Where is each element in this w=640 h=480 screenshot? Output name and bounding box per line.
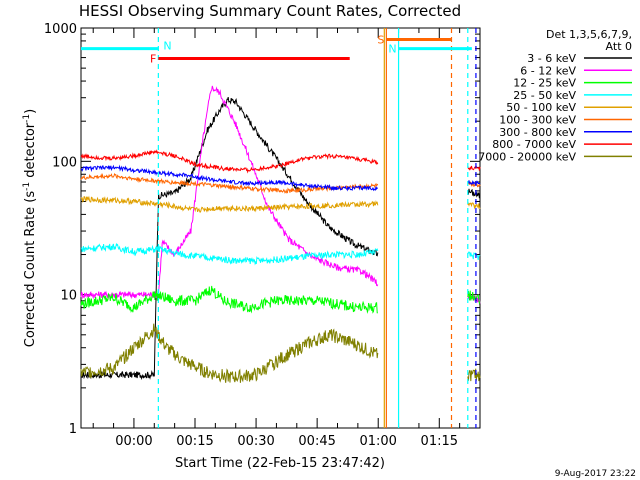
footer-date: 9-Aug-2017 23:22 xyxy=(555,469,636,479)
legend-label-4: 25 - 50 keV xyxy=(513,89,576,102)
series-6-12-kev xyxy=(80,85,379,300)
series-25-50-kev-segment-2 xyxy=(467,251,481,260)
interval-bar-label: S xyxy=(377,33,384,46)
series-3-6-kev-segment-2 xyxy=(467,188,481,199)
interval-bar-label: N xyxy=(163,40,171,53)
x-tick-label: 00:15 xyxy=(176,434,213,449)
x-tick-label: 00:00 xyxy=(115,434,152,449)
series-50-100-kev xyxy=(80,195,379,214)
x-tick-label: 01:15 xyxy=(421,434,458,449)
legend-label-8: 800 - 7000 keV xyxy=(492,138,576,151)
y-tick-label: 1 xyxy=(69,422,77,437)
plot-frame xyxy=(80,27,481,429)
chart-title: HESSI Observing Summary Count Rates, Cor… xyxy=(79,2,461,20)
legend-label-5: 50 - 100 keV xyxy=(506,101,576,114)
interval-bar-label: F xyxy=(150,53,156,66)
legend-header-line-1: Det 1,3,5,6,7,9, xyxy=(546,28,632,41)
legend-label-6: 100 - 300 keV xyxy=(499,114,576,127)
legend-header-line-2: Att 0 xyxy=(606,40,632,53)
series-300-800-kev-segment-2 xyxy=(467,179,481,187)
series-7000-20000-kev xyxy=(80,323,379,383)
legend-label-9: 7000 - 20000 keV xyxy=(478,150,576,163)
plot-area: 1 10 100 1000 00:00 00:15 00:30 00:45 01:00 01:15… xyxy=(44,22,481,449)
y-tick-label: 10 xyxy=(60,289,77,304)
y-tick-label: 100 xyxy=(52,155,77,170)
y-axis-label-sup: -1 xyxy=(22,182,32,191)
series-7000-20000-kev-segment-2 xyxy=(467,368,481,382)
series-300-800-kev xyxy=(80,164,379,192)
series-800-7000-kev-segment-2 xyxy=(467,165,481,171)
legend-label-7: 300 - 800 keV xyxy=(499,126,576,139)
x-tick-label: 00:30 xyxy=(237,434,274,449)
y-axis-label-post: detector xyxy=(23,122,38,182)
x-tick-label: 01:00 xyxy=(359,434,396,449)
legend-label-1: 3 - 6 keV xyxy=(527,52,576,65)
y-axis-label-pre: Corrected Count Rate (s xyxy=(23,191,38,348)
y-axis-label-sup2: -1 xyxy=(22,114,32,123)
series-25-50-kev xyxy=(80,242,379,266)
series-800-7000-kev xyxy=(80,149,379,174)
legend-label-2: 6 - 12 keV xyxy=(520,64,576,77)
interval-bar-label: N xyxy=(388,43,396,56)
series-12-25-kev xyxy=(80,285,378,314)
y-tick-label: 1000 xyxy=(44,22,77,37)
x-tick-label: 00:45 xyxy=(298,434,335,449)
x-axis-label: Start Time (22-Feb-15 23:47:42) xyxy=(175,456,385,471)
y-axis-label: Corrected Count Rate (s-1 detector-1) xyxy=(22,109,38,347)
legend-label-3: 12 - 25 keV xyxy=(513,77,576,90)
series-100-300-kev xyxy=(80,172,379,194)
y-axis-label-end: ) xyxy=(23,109,38,114)
series-12-25-kev-segment-2 xyxy=(467,290,481,305)
series-50-100-kev-segment-2 xyxy=(467,201,481,210)
series-3-6-kev xyxy=(80,96,379,381)
